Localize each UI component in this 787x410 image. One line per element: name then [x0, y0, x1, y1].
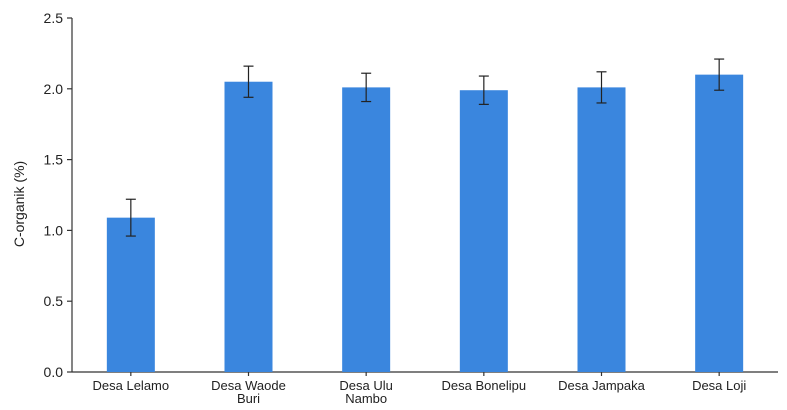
bar	[224, 81, 273, 372]
x-tick-label-line: Desa Jampaka	[558, 378, 645, 393]
x-tick-label-line: Desa Loji	[692, 378, 746, 393]
y-tick-label: 1.0	[44, 222, 64, 238]
x-tick-label-line: Nambo	[345, 391, 387, 406]
x-tick-label: Desa Lelamo	[93, 378, 170, 393]
x-tick-label-line: Desa Lelamo	[93, 378, 170, 393]
y-tick-label: 1.5	[44, 152, 64, 168]
x-tick-label: Desa Jampaka	[558, 378, 645, 393]
x-tick-label-line: Desa Ulu	[339, 378, 392, 393]
y-tick-label: 0.0	[44, 364, 64, 380]
x-tick-label: Desa Ulu Nambo	[339, 378, 392, 406]
x-tick-label: Desa Loji	[692, 378, 746, 393]
x-tick-label-line: Buri	[237, 391, 260, 406]
bar	[577, 87, 626, 372]
x-tick-label: Desa Waode Buri	[211, 378, 286, 406]
bar	[106, 217, 155, 372]
bar	[695, 74, 744, 372]
bar	[459, 90, 508, 372]
y-axis-title: C-organik (%)	[11, 161, 27, 247]
y-tick-label: 2.0	[44, 81, 64, 97]
y-tick-label: 2.5	[44, 10, 64, 26]
x-tick-label: Desa Bonelipu	[442, 378, 527, 393]
x-tick-label-line: Desa Bonelipu	[442, 378, 527, 393]
plot-area: 0.0 0.5 1.0 1.5 2.0 2.5 Desa Lelamo Desa Waode B…	[44, 10, 778, 406]
y-tick-label: 0.5	[44, 293, 64, 309]
x-tick-label-line: Desa Waode	[211, 378, 286, 393]
bar	[342, 87, 391, 372]
